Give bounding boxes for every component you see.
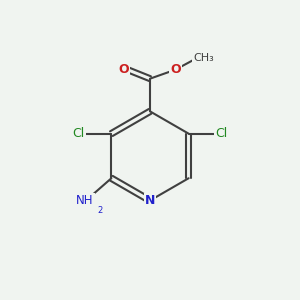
Text: O: O <box>170 63 181 76</box>
Text: 2: 2 <box>98 206 103 215</box>
Text: NH: NH <box>76 194 93 207</box>
Text: O: O <box>118 63 129 76</box>
Text: N: N <box>145 194 155 207</box>
Text: Cl: Cl <box>215 127 227 140</box>
Text: Cl: Cl <box>73 127 85 140</box>
Text: CH₃: CH₃ <box>193 53 214 63</box>
